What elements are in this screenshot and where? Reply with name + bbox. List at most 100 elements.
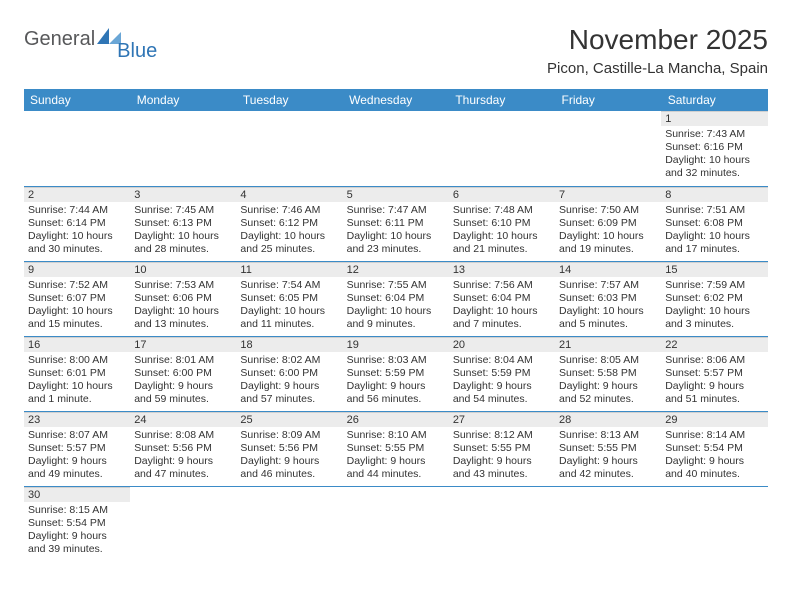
calendar-cell: 7Sunrise: 7:50 AMSunset: 6:09 PMDaylight…	[555, 186, 661, 261]
col-monday: Monday	[130, 89, 236, 111]
daylight-text: Daylight: 10 hours and 5 minutes.	[559, 305, 657, 331]
calendar-cell: 27Sunrise: 8:12 AMSunset: 5:55 PMDayligh…	[449, 411, 555, 486]
sunset-text: Sunset: 6:04 PM	[453, 292, 551, 305]
sunrise-text: Sunrise: 8:02 AM	[240, 354, 338, 367]
sunrise-text: Sunrise: 8:13 AM	[559, 429, 657, 442]
day-details: Sunrise: 8:07 AMSunset: 5:57 PMDaylight:…	[24, 427, 130, 484]
calendar-cell: 26Sunrise: 8:10 AMSunset: 5:55 PMDayligh…	[343, 411, 449, 486]
day-details: Sunrise: 8:13 AMSunset: 5:55 PMDaylight:…	[555, 427, 661, 484]
day-number: 17	[130, 337, 236, 352]
daylight-text: Daylight: 10 hours and 30 minutes.	[28, 230, 126, 256]
calendar-cell: 18Sunrise: 8:02 AMSunset: 6:00 PMDayligh…	[236, 336, 342, 411]
calendar-cell: 17Sunrise: 8:01 AMSunset: 6:00 PMDayligh…	[130, 336, 236, 411]
daylight-text: Daylight: 9 hours and 56 minutes.	[347, 380, 445, 406]
sunset-text: Sunset: 5:57 PM	[28, 442, 126, 455]
sunrise-text: Sunrise: 7:59 AM	[665, 279, 763, 292]
sunset-text: Sunset: 6:00 PM	[134, 367, 232, 380]
calendar-cell: ..	[449, 111, 555, 186]
calendar-cell	[130, 486, 236, 561]
daylight-text: Daylight: 9 hours and 46 minutes.	[240, 455, 338, 481]
daylight-text: Daylight: 9 hours and 51 minutes.	[665, 380, 763, 406]
day-details: Sunrise: 8:14 AMSunset: 5:54 PMDaylight:…	[661, 427, 767, 484]
calendar-row: 23Sunrise: 8:07 AMSunset: 5:57 PMDayligh…	[24, 411, 768, 486]
sunset-text: Sunset: 6:09 PM	[559, 217, 657, 230]
day-number: 12	[343, 262, 449, 277]
daylight-text: Daylight: 10 hours and 19 minutes.	[559, 230, 657, 256]
sunset-text: Sunset: 5:56 PM	[134, 442, 232, 455]
sunset-text: Sunset: 5:55 PM	[453, 442, 551, 455]
day-number: 14	[555, 262, 661, 277]
day-number: 13	[449, 262, 555, 277]
calendar-cell: 2Sunrise: 7:44 AMSunset: 6:14 PMDaylight…	[24, 186, 130, 261]
sunset-text: Sunset: 6:04 PM	[347, 292, 445, 305]
daylight-text: Daylight: 9 hours and 54 minutes.	[453, 380, 551, 406]
day-number: 28	[555, 412, 661, 427]
page-title: November 2025	[547, 24, 768, 56]
day-details: Sunrise: 8:02 AMSunset: 6:00 PMDaylight:…	[236, 352, 342, 409]
header: General Blue November 2025 Picon, Castil…	[24, 24, 768, 77]
day-details: Sunrise: 7:43 AMSunset: 6:16 PMDaylight:…	[661, 126, 767, 183]
day-details: Sunrise: 7:56 AMSunset: 6:04 PMDaylight:…	[449, 277, 555, 334]
day-details: Sunrise: 7:51 AMSunset: 6:08 PMDaylight:…	[661, 202, 767, 259]
day-details: Sunrise: 8:10 AMSunset: 5:55 PMDaylight:…	[343, 427, 449, 484]
day-number: 26	[343, 412, 449, 427]
sunrise-text: Sunrise: 8:14 AM	[665, 429, 763, 442]
day-details: Sunrise: 8:01 AMSunset: 6:00 PMDaylight:…	[130, 352, 236, 409]
sunrise-text: Sunrise: 8:12 AM	[453, 429, 551, 442]
sunrise-text: Sunrise: 7:44 AM	[28, 204, 126, 217]
calendar-row: 16Sunrise: 8:00 AMSunset: 6:01 PMDayligh…	[24, 336, 768, 411]
day-details: Sunrise: 7:55 AMSunset: 6:04 PMDaylight:…	[343, 277, 449, 334]
day-details: Sunrise: 8:06 AMSunset: 5:57 PMDaylight:…	[661, 352, 767, 409]
sunrise-text: Sunrise: 7:45 AM	[134, 204, 232, 217]
calendar-row: 9Sunrise: 7:52 AMSunset: 6:07 PMDaylight…	[24, 261, 768, 336]
day-number: 15	[661, 262, 767, 277]
day-number: 3	[130, 187, 236, 202]
day-number: 18	[236, 337, 342, 352]
sunset-text: Sunset: 6:13 PM	[134, 217, 232, 230]
daylight-text: Daylight: 10 hours and 17 minutes.	[665, 230, 763, 256]
sunrise-text: Sunrise: 7:56 AM	[453, 279, 551, 292]
calendar-row: 2Sunrise: 7:44 AMSunset: 6:14 PMDaylight…	[24, 186, 768, 261]
daylight-text: Daylight: 9 hours and 39 minutes.	[28, 530, 126, 556]
calendar-cell: ..	[343, 111, 449, 186]
day-details: Sunrise: 8:08 AMSunset: 5:56 PMDaylight:…	[130, 427, 236, 484]
sunset-text: Sunset: 6:00 PM	[240, 367, 338, 380]
sunset-text: Sunset: 5:57 PM	[665, 367, 763, 380]
calendar-cell: ..	[555, 111, 661, 186]
col-tuesday: Tuesday	[236, 89, 342, 111]
daylight-text: Daylight: 10 hours and 15 minutes.	[28, 305, 126, 331]
day-details: Sunrise: 8:00 AMSunset: 6:01 PMDaylight:…	[24, 352, 130, 409]
day-details: Sunrise: 7:52 AMSunset: 6:07 PMDaylight:…	[24, 277, 130, 334]
calendar-cell: 16Sunrise: 8:00 AMSunset: 6:01 PMDayligh…	[24, 336, 130, 411]
daylight-text: Daylight: 9 hours and 59 minutes.	[134, 380, 232, 406]
sunset-text: Sunset: 6:06 PM	[134, 292, 232, 305]
day-number: 11	[236, 262, 342, 277]
day-details: Sunrise: 7:47 AMSunset: 6:11 PMDaylight:…	[343, 202, 449, 259]
day-number: 8	[661, 187, 767, 202]
sunset-text: Sunset: 6:07 PM	[28, 292, 126, 305]
calendar-cell: 21Sunrise: 8:05 AMSunset: 5:58 PMDayligh…	[555, 336, 661, 411]
calendar-cell: 24Sunrise: 8:08 AMSunset: 5:56 PMDayligh…	[130, 411, 236, 486]
sunrise-text: Sunrise: 8:03 AM	[347, 354, 445, 367]
day-number: 21	[555, 337, 661, 352]
sunrise-text: Sunrise: 7:57 AM	[559, 279, 657, 292]
calendar-cell: ..	[24, 111, 130, 186]
calendar-header-row: Sunday Monday Tuesday Wednesday Thursday…	[24, 89, 768, 111]
day-number: 22	[661, 337, 767, 352]
sunset-text: Sunset: 6:14 PM	[28, 217, 126, 230]
sunset-text: Sunset: 6:02 PM	[665, 292, 763, 305]
calendar-row: 30Sunrise: 8:15 AMSunset: 5:54 PMDayligh…	[24, 486, 768, 561]
logo-general: General	[24, 28, 95, 51]
sunrise-text: Sunrise: 8:04 AM	[453, 354, 551, 367]
day-number: 1	[661, 111, 767, 126]
calendar-cell	[236, 486, 342, 561]
day-number: 4	[236, 187, 342, 202]
calendar-cell: ..	[130, 111, 236, 186]
title-block: November 2025 Picon, Castille-La Mancha,…	[547, 24, 768, 77]
sunset-text: Sunset: 6:16 PM	[665, 141, 763, 154]
calendar-cell: 15Sunrise: 7:59 AMSunset: 6:02 PMDayligh…	[661, 261, 767, 336]
daylight-text: Daylight: 10 hours and 32 minutes.	[665, 154, 763, 180]
day-number: 7	[555, 187, 661, 202]
day-number: 5	[343, 187, 449, 202]
calendar-table: Sunday Monday Tuesday Wednesday Thursday…	[24, 89, 768, 561]
